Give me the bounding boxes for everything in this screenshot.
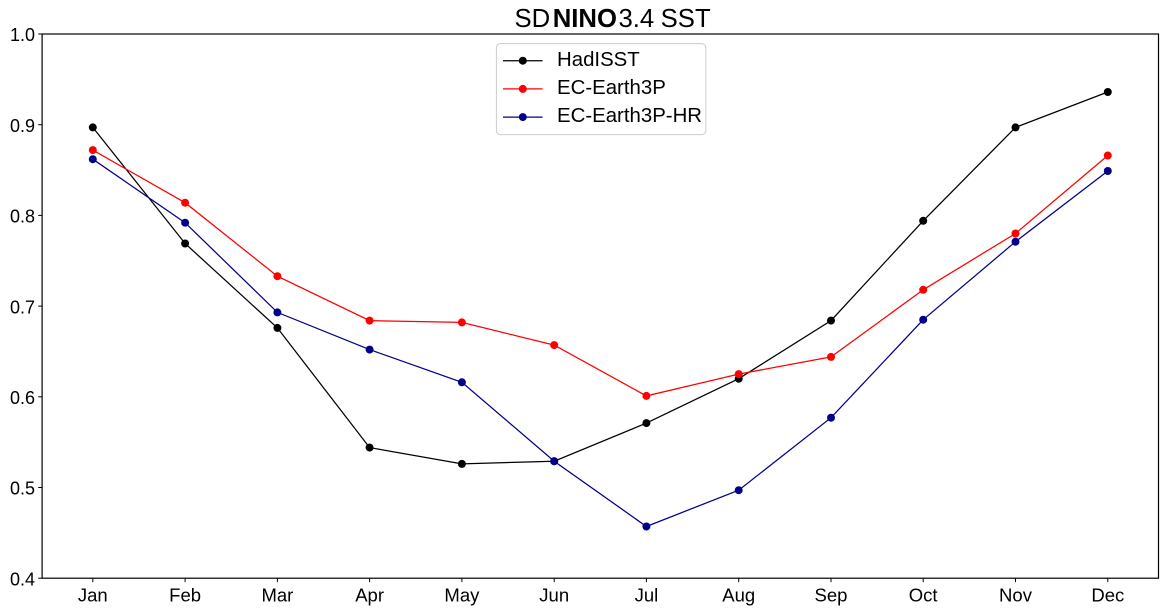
svg-text:Jun: Jun (539, 584, 569, 605)
svg-text:Feb: Feb (169, 584, 201, 605)
svg-text:HadISST: HadISST (557, 49, 640, 71)
svg-text:Jul: Jul (635, 584, 659, 605)
svg-text:May: May (444, 584, 480, 605)
svg-text:Aug: Aug (722, 584, 755, 605)
svg-text:0.5: 0.5 (10, 479, 35, 499)
svg-text:Oct: Oct (909, 584, 938, 605)
svg-text:Sep: Sep (815, 584, 848, 605)
svg-text:EC-Earth3P: EC-Earth3P (557, 77, 666, 99)
svg-text:0.7: 0.7 (10, 297, 35, 317)
svg-text:1.0: 1.0 (10, 25, 35, 45)
svg-text:0.9: 0.9 (10, 116, 35, 136)
svg-text:0.8: 0.8 (10, 207, 35, 227)
svg-text:EC-Earth3P-HR: EC-Earth3P-HR (557, 105, 702, 127)
svg-text:Mar: Mar (261, 584, 293, 605)
svg-text:0.4: 0.4 (10, 569, 35, 589)
svg-text:Jan: Jan (78, 584, 108, 605)
svg-text:0.6: 0.6 (10, 388, 35, 408)
svg-text:Apr: Apr (355, 584, 384, 605)
svg-text:Dec: Dec (1091, 584, 1124, 605)
svg-text:Nov: Nov (999, 584, 1033, 605)
